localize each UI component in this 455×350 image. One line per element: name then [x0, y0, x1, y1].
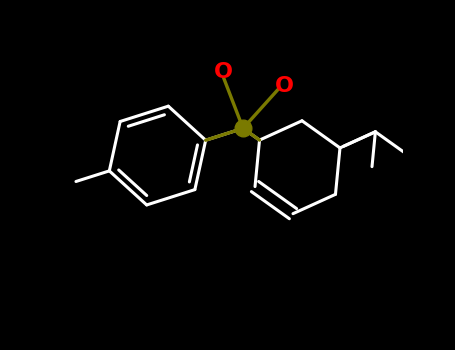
- Text: O: O: [214, 62, 233, 82]
- Text: O: O: [274, 76, 293, 96]
